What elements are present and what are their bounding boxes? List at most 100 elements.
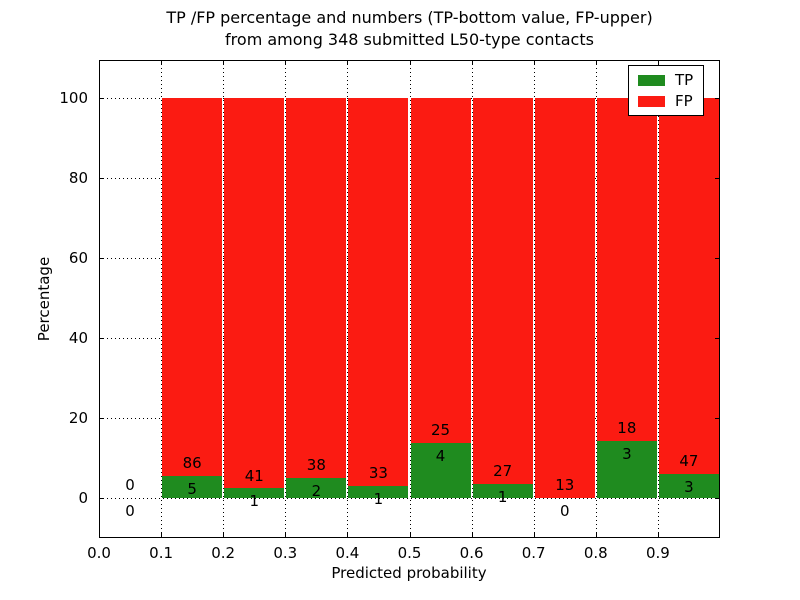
bar-tp-segment [162, 476, 223, 498]
gridline-vertical [595, 60, 597, 538]
y-tick-mark [100, 418, 104, 419]
x-tick-mark [533, 533, 535, 537]
bar-tp-segment [596, 440, 657, 498]
bar-fp-segment [596, 98, 657, 441]
bar-fp-segment [162, 98, 223, 477]
gridline-vertical [533, 60, 535, 538]
x-axis-label: Predicted probability [331, 564, 487, 582]
y-tick-mark-right [715, 178, 719, 179]
fp-swatch [638, 95, 665, 107]
x-tick-mark-top [533, 61, 535, 65]
x-tick-label: 0.1 [149, 544, 174, 562]
x-tick-label: 0.9 [645, 544, 670, 562]
y-tick-label: 20 [68, 409, 88, 427]
y-axis-label: Percentage [35, 256, 53, 342]
fp-count-label: 41 [244, 466, 264, 485]
fp-count-label: 38 [306, 456, 326, 475]
gridline-horizontal [99, 338, 720, 339]
fp-count-label: 86 [182, 454, 202, 473]
y-tick-mark-right [715, 418, 719, 419]
x-tick-mark-top [409, 61, 411, 65]
gridline-vertical [657, 60, 659, 538]
y-tick-mark-right [715, 258, 719, 259]
bar-tp-segment [410, 442, 471, 498]
x-tick-mark [347, 533, 349, 537]
chart-title: TP /FP percentage and numbers (TP-bottom… [99, 7, 720, 51]
y-tick-mark [100, 98, 104, 99]
plot-area: 0.0 0.1 0.2 0.3 0.4 0.5 0.6 0.7 0.8 0.9 0 20 40 60 80 1… [59, 60, 720, 562]
legend: TP FP [628, 65, 705, 116]
x-tick-label: 0.5 [397, 544, 422, 562]
x-tick-mark-top [471, 61, 473, 65]
bar-fp-segment [224, 98, 285, 489]
bar-fp-segment [348, 98, 409, 487]
x-tick-mark-top [657, 61, 659, 65]
x-tick-mark [161, 533, 163, 537]
x-tick-label: 0.4 [335, 544, 360, 562]
bar-fp-segment [658, 98, 719, 474]
bar-fp-segment [410, 98, 471, 443]
x-tick-mark-top [99, 61, 100, 65]
tp-swatch [638, 74, 665, 86]
bar-tp-segment [472, 483, 533, 498]
tp-count-label: 3 [622, 444, 632, 463]
tp-count-label: 0 [559, 501, 570, 520]
bar-fp-segment [534, 98, 595, 498]
x-tick-mark-top [161, 61, 163, 65]
x-tick-mark-top [595, 61, 597, 65]
gridline-horizontal [99, 418, 720, 419]
y-tick-mark [100, 258, 104, 259]
x-tick-label: 0.0 [87, 544, 111, 562]
bar-tp-segment [224, 488, 285, 498]
gridline-vertical [409, 60, 411, 538]
tp-count-label: 4 [435, 446, 446, 465]
x-tick-mark [595, 533, 597, 537]
gridline-vertical [223, 60, 225, 538]
x-tick-mark [285, 533, 287, 537]
y-tick-label: 60 [68, 249, 88, 267]
bar-tp-segment [348, 486, 409, 498]
x-tick-mark-top [223, 61, 225, 65]
x-tick-mark [99, 533, 100, 537]
bar-fp-segment [286, 98, 347, 478]
x-tick-mark [409, 533, 411, 537]
y-tick-label: 40 [68, 329, 88, 347]
gridline-vertical [285, 60, 287, 538]
y-tick-label: 100 [59, 89, 88, 107]
chart-title-line2: from among 348 submitted L50-type contac… [225, 30, 594, 49]
x-tick-mark [719, 533, 720, 537]
gridline-horizontal [99, 498, 720, 499]
y-tick-mark [100, 498, 104, 499]
y-tick-label: 0 [78, 489, 88, 507]
fp-count-label: 33 [368, 464, 388, 483]
gridline-vertical [347, 60, 349, 538]
legend-label-fp: FP [675, 92, 693, 110]
bar-fp-segment [472, 98, 533, 484]
x-tick-label: 0.6 [459, 544, 484, 562]
tp-count-label: 1 [249, 492, 260, 511]
y-tick-mark-right [715, 498, 719, 499]
gridline-vertical [471, 60, 473, 538]
gridline-vertical [161, 60, 163, 538]
fp-count-label: 47 [679, 452, 699, 471]
fp-count-label: 18 [617, 419, 637, 438]
y-tick-mark [100, 178, 104, 179]
legend-item-tp: TP [638, 72, 693, 88]
y-tick-mark-right [715, 338, 719, 339]
gridline-horizontal [99, 258, 720, 259]
x-tick-label: 0.2 [211, 544, 236, 562]
tp-count-label: 1 [373, 490, 384, 509]
tp-count-label: 5 [187, 479, 197, 498]
x-tick-mark [471, 533, 473, 537]
gridline-horizontal [99, 178, 720, 179]
legend-label-tp: TP [675, 71, 694, 89]
fp-count-label: 13 [555, 476, 575, 495]
tp-count-label: 0 [125, 501, 135, 520]
x-tick-mark [657, 533, 659, 537]
tp-count-label: 1 [497, 487, 508, 506]
x-tick-label: 0.8 [583, 544, 608, 562]
fp-count-label: 27 [493, 461, 513, 480]
chart-title-line1: TP /FP percentage and numbers (TP-bottom… [166, 8, 653, 27]
tp-count-label: 3 [684, 477, 694, 496]
